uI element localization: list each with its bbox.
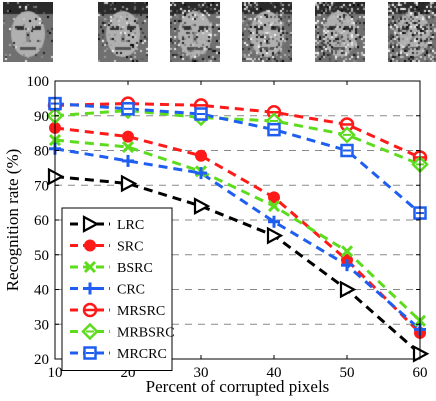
series-line-lrc [55,175,420,355]
corrupted-face-examples [0,0,436,68]
series-layer [55,102,420,355]
face-thumbnail-4 [242,2,292,62]
face-thumbnail-1 [3,2,53,62]
x-axis-label: Percent of corrupted pixels [146,377,330,396]
marker-crc-40 [268,215,280,228]
y-axis-label: Recognition rate (%) [3,149,22,292]
legend-marker-bsrc [83,260,97,274]
marker-src-20 [122,130,134,143]
x-tick-label-10: 10 [48,365,63,381]
marker-mrcrc-20 [121,102,135,116]
x-tick-label-60: 60 [413,365,428,381]
marker-lrc-40 [266,226,284,245]
legend-label-crc: CRC [117,283,145,298]
marker-layer [46,96,430,363]
series-line-src [55,126,420,334]
x-tick-label-40: 40 [267,365,282,381]
legend-label-src: SRC [117,240,143,255]
marker-mrcrc-30 [194,107,208,121]
y-tick-label-90: 90 [34,109,49,125]
face-thumbnail-6 [388,2,436,62]
y-tick-label-50: 50 [34,248,49,264]
y-tick-label-70: 70 [34,178,49,194]
marker-mrcrc-50 [340,143,354,158]
marker-lrc-20 [120,174,138,193]
x-tick-label-50: 50 [340,365,355,381]
marker-lrc-50 [339,280,357,299]
marker-src-40 [268,191,280,204]
y-tick-label-100: 100 [27,74,50,90]
legend-label-bsrc: BSRC [117,261,153,276]
x-tick-label-30: 30 [194,365,209,381]
legend-label-mrsrc: MRSRC [117,304,165,319]
face-thumbnail-3 [170,2,220,62]
marker-bsrc-20 [121,140,135,154]
series-line-crc [55,147,420,331]
marker-bsrc-50 [340,245,354,258]
series-line-mrcrc [55,102,420,215]
legend-label-mrbsrc: MRBSRC [117,326,175,341]
legend-marker-crc [84,282,96,295]
legend-marker-mrcrc [83,346,97,360]
legend-box [61,207,173,371]
series-line-mrsrc [55,102,420,159]
series-line-bsrc [55,138,420,322]
legend: LRC SRC BSRC CRC MRSRC MRBSRC MRCRC [61,207,175,371]
face-thumbnail-5 [315,2,365,62]
y-tick-label-30: 30 [34,317,49,333]
marker-mrbsrc-50 [338,126,356,144]
marker-mrcrc-40 [267,122,281,137]
y-tick-label-60: 60 [34,213,49,229]
series-line-mrbsrc [55,109,420,166]
face-thumbnail-2 [98,2,148,62]
marker-bsrc-40 [267,200,281,213]
legend-marker-mrsrc [82,302,98,318]
marker-src-30 [195,149,207,162]
marker-crc-20 [122,154,134,167]
marker-crc-30 [195,167,207,180]
legend-marker-src [84,239,96,252]
legend-marker-lrc [82,215,100,233]
marker-crc-50 [341,259,353,272]
y-tick-label-80: 80 [34,144,49,160]
legend-label-lrc: LRC [117,218,144,233]
marker-lrc-30 [193,197,211,215]
legend-marker-mrbsrc [81,322,99,341]
legend-label-mrcrc: MRCRC [117,347,167,362]
y-tick-label-20: 20 [34,352,49,368]
y-tick-label-40: 40 [34,283,49,299]
